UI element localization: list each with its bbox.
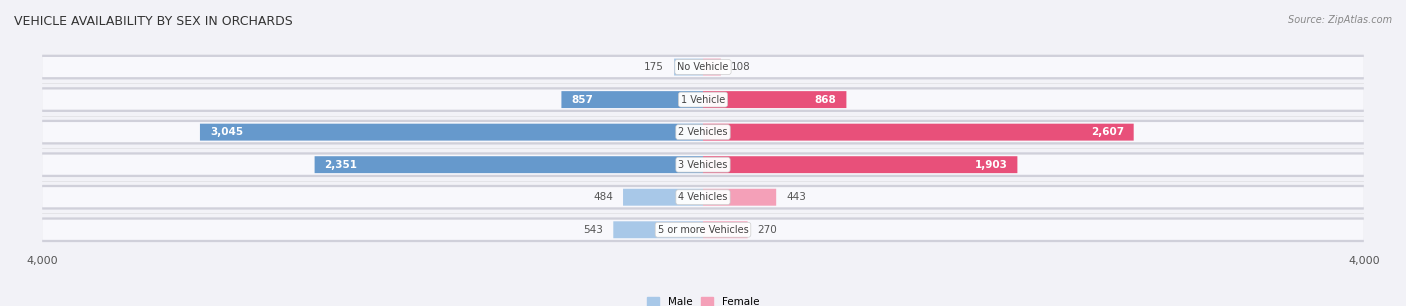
Text: 543: 543 bbox=[583, 225, 603, 235]
Text: 3 Vehicles: 3 Vehicles bbox=[678, 160, 728, 170]
Text: 868: 868 bbox=[814, 95, 837, 105]
FancyBboxPatch shape bbox=[703, 189, 776, 206]
Text: VEHICLE AVAILABILITY BY SEX IN ORCHARDS: VEHICLE AVAILABILITY BY SEX IN ORCHARDS bbox=[14, 15, 292, 28]
FancyBboxPatch shape bbox=[561, 91, 703, 108]
FancyBboxPatch shape bbox=[42, 120, 1364, 144]
Text: 484: 484 bbox=[593, 192, 613, 202]
Text: 175: 175 bbox=[644, 62, 664, 72]
FancyBboxPatch shape bbox=[42, 217, 1364, 242]
FancyBboxPatch shape bbox=[703, 91, 846, 108]
FancyBboxPatch shape bbox=[42, 57, 1364, 77]
Legend: Male, Female: Male, Female bbox=[643, 293, 763, 306]
FancyBboxPatch shape bbox=[623, 189, 703, 206]
FancyBboxPatch shape bbox=[703, 221, 748, 238]
FancyBboxPatch shape bbox=[42, 90, 1364, 110]
FancyBboxPatch shape bbox=[200, 124, 703, 140]
Text: 857: 857 bbox=[571, 95, 593, 105]
FancyBboxPatch shape bbox=[673, 58, 703, 76]
FancyBboxPatch shape bbox=[703, 58, 721, 76]
FancyBboxPatch shape bbox=[42, 87, 1364, 112]
FancyBboxPatch shape bbox=[42, 122, 1364, 142]
FancyBboxPatch shape bbox=[42, 187, 1364, 207]
Text: No Vehicle: No Vehicle bbox=[678, 62, 728, 72]
FancyBboxPatch shape bbox=[42, 55, 1364, 80]
FancyBboxPatch shape bbox=[703, 124, 1133, 140]
FancyBboxPatch shape bbox=[42, 185, 1364, 210]
Text: 2 Vehicles: 2 Vehicles bbox=[678, 127, 728, 137]
Text: 2,351: 2,351 bbox=[325, 160, 357, 170]
Text: 4 Vehicles: 4 Vehicles bbox=[678, 192, 728, 202]
Text: 270: 270 bbox=[758, 225, 778, 235]
FancyBboxPatch shape bbox=[42, 152, 1364, 177]
Text: 2,607: 2,607 bbox=[1091, 127, 1123, 137]
FancyBboxPatch shape bbox=[42, 155, 1364, 175]
Text: 443: 443 bbox=[786, 192, 806, 202]
Text: 1,903: 1,903 bbox=[974, 160, 1008, 170]
FancyBboxPatch shape bbox=[315, 156, 703, 173]
Text: 5 or more Vehicles: 5 or more Vehicles bbox=[658, 225, 748, 235]
Text: 3,045: 3,045 bbox=[209, 127, 243, 137]
Text: 1 Vehicle: 1 Vehicle bbox=[681, 95, 725, 105]
FancyBboxPatch shape bbox=[703, 156, 1018, 173]
FancyBboxPatch shape bbox=[42, 220, 1364, 240]
FancyBboxPatch shape bbox=[613, 221, 703, 238]
Text: Source: ZipAtlas.com: Source: ZipAtlas.com bbox=[1288, 15, 1392, 25]
Text: 108: 108 bbox=[731, 62, 751, 72]
